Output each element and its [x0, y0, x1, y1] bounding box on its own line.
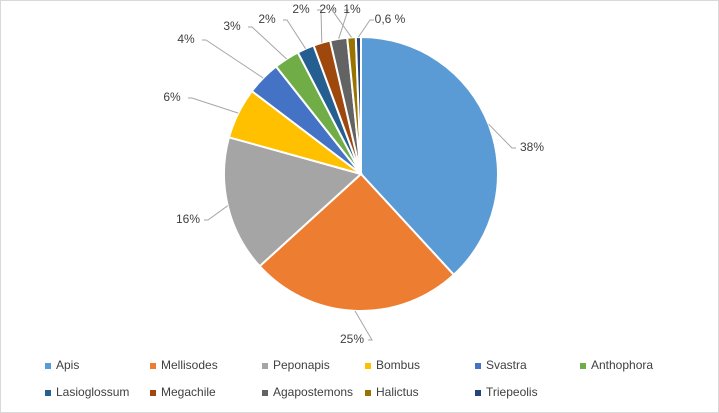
- legend-label: Svastra: [486, 358, 527, 372]
- data-label: 6%: [163, 90, 181, 104]
- legend-swatch: [475, 390, 481, 396]
- pie-slice: [360, 35, 499, 277]
- legend-label: Megachile: [161, 385, 216, 399]
- data-label: 3%: [223, 19, 241, 33]
- leader-line: [248, 26, 287, 60]
- legend-label: Peponapis: [273, 358, 330, 372]
- data-label: 2%: [258, 12, 276, 26]
- leader-line: [204, 205, 229, 221]
- legend-swatch: [150, 390, 156, 396]
- leader-line: [188, 97, 239, 114]
- data-label: 38%: [520, 140, 544, 154]
- legend-label: Anthophora: [591, 358, 653, 372]
- leader-line: [331, 9, 352, 38]
- leader-line: [202, 39, 264, 79]
- data-label: 16%: [176, 212, 200, 226]
- data-label: 1%: [343, 2, 361, 16]
- legend-label: Agapostemons: [273, 385, 353, 399]
- pie-slice: [223, 136, 364, 268]
- pie-slice: [258, 172, 456, 312]
- leader-line: [283, 19, 307, 49]
- legend-swatch: [365, 390, 371, 396]
- legend-swatch: [580, 363, 586, 369]
- data-label: 4%: [177, 32, 195, 46]
- leader-line: [354, 310, 373, 341]
- legend-label: Bombus: [376, 358, 420, 372]
- leader-line: [488, 123, 516, 149]
- data-label: 25%: [340, 332, 364, 346]
- legend-swatch: [45, 363, 51, 369]
- leader-line: [357, 19, 374, 38]
- legend-label: Apis: [56, 358, 79, 372]
- legend-label: Lasioglossum: [56, 385, 129, 399]
- legend-swatch: [150, 363, 156, 369]
- legend-swatch: [45, 390, 51, 396]
- legend-label: Halictus: [376, 385, 419, 399]
- legend-label: Mellisodes: [161, 358, 218, 372]
- legend-swatch: [262, 363, 268, 369]
- leader-line: [338, 9, 349, 39]
- data-label: 2%: [292, 2, 310, 16]
- legend-swatch: [262, 390, 268, 396]
- legend-label: Triepeolis: [486, 385, 538, 399]
- legend-swatch: [365, 363, 371, 369]
- data-label: 0,6 %: [375, 12, 406, 26]
- data-label: 2%: [319, 2, 337, 16]
- leader-line: [317, 9, 323, 43]
- legend-swatch: [475, 363, 481, 369]
